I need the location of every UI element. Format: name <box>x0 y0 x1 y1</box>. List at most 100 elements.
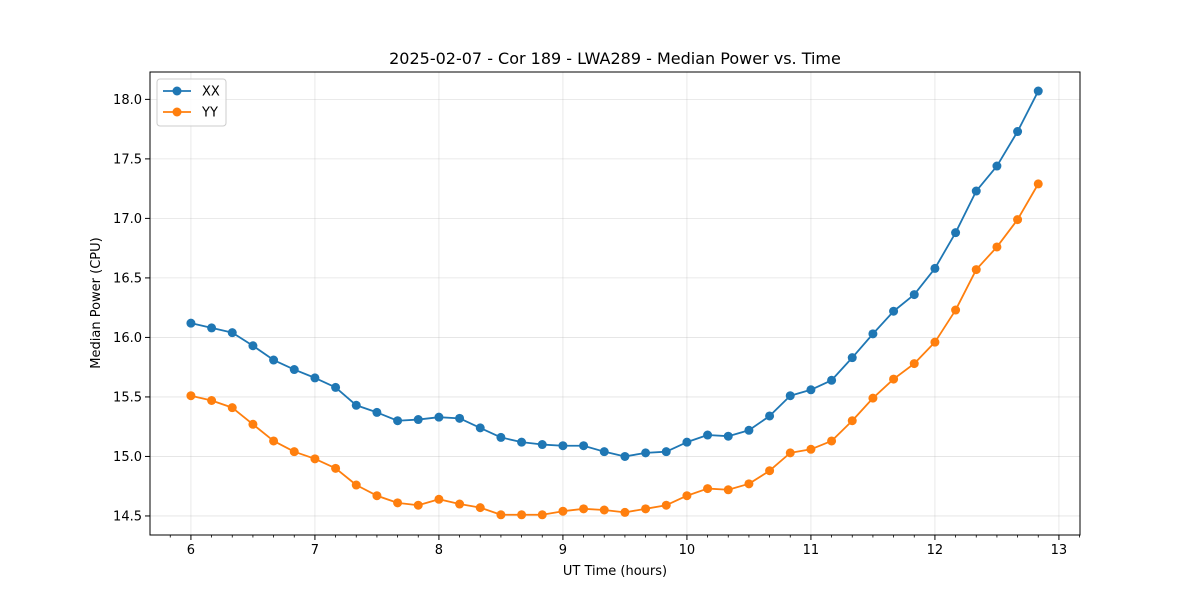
x-tick-label: 9 <box>559 543 567 558</box>
data-point-yy <box>331 463 341 473</box>
data-point-xx <box>641 448 651 458</box>
data-point-xx <box>971 186 981 196</box>
legend-label-xx: XX <box>202 85 220 100</box>
data-point-yy <box>889 374 899 384</box>
data-point-xx <box>289 365 299 375</box>
y-tick-label: 17.0 <box>113 212 142 227</box>
y-tick-label: 16.5 <box>113 271 142 286</box>
data-point-xx <box>496 432 506 442</box>
x-tick-label: 13 <box>1051 543 1068 558</box>
data-point-xx <box>992 161 1002 171</box>
plot-frame <box>149 71 1081 536</box>
legend-label-yy: YY <box>201 106 218 121</box>
legend-marker-yy <box>172 107 182 117</box>
data-point-yy <box>641 504 651 514</box>
data-point-xx <box>579 441 589 451</box>
data-point-xx <box>909 290 919 300</box>
data-point-xx <box>806 385 816 395</box>
x-tick-label: 7 <box>311 543 319 558</box>
y-tick-label: 14.5 <box>113 509 142 524</box>
data-point-xx <box>827 375 837 385</box>
data-point-xx <box>889 306 899 316</box>
data-point-xx <box>703 430 713 440</box>
data-point-yy <box>227 403 237 413</box>
data-point-yy <box>496 510 506 520</box>
data-point-yy <box>413 500 423 510</box>
x-tick-label: 6 <box>187 543 195 558</box>
data-point-yy <box>620 507 630 517</box>
data-point-yy <box>475 503 485 513</box>
data-point-yy <box>744 479 754 489</box>
data-point-xx <box>537 440 547 450</box>
data-point-yy <box>785 448 795 458</box>
data-point-xx <box>620 451 630 461</box>
data-point-yy <box>372 491 382 501</box>
x-tick-label: 11 <box>803 543 820 558</box>
data-point-yy <box>351 480 361 490</box>
data-point-yy <box>723 485 733 495</box>
data-point-yy <box>289 447 299 457</box>
data-point-yy <box>847 416 857 426</box>
data-point-yy <box>951 305 961 315</box>
data-point-xx <box>661 447 671 457</box>
data-point-xx <box>868 329 878 339</box>
y-tick-label: 16.0 <box>113 331 142 346</box>
data-point-yy <box>909 359 919 369</box>
data-point-yy <box>930 337 940 347</box>
data-point-yy <box>579 504 589 514</box>
data-point-yy <box>455 499 465 509</box>
data-point-xx <box>372 407 382 417</box>
axis-ticks: 6 7 8 9 10 11 12 13 14.5 15.0 15.5 16.0 16.5 17.0 17.5… <box>113 93 1080 558</box>
data-point-yy <box>558 506 568 516</box>
x-axis-label: UT Time (hours) <box>563 564 667 579</box>
data-point-xx <box>186 318 196 328</box>
series-layer <box>186 86 1043 520</box>
data-point-xx <box>785 391 795 401</box>
data-point-xx <box>331 382 341 392</box>
data-point-yy <box>248 419 258 429</box>
data-point-xx <box>765 411 775 421</box>
data-point-yy <box>1033 179 1043 189</box>
data-point-yy <box>434 494 444 504</box>
legend-marker-xx <box>172 86 182 96</box>
data-point-yy <box>1013 215 1023 225</box>
grid-lines <box>150 72 1080 535</box>
data-point-xx <box>930 263 940 273</box>
x-tick-label: 12 <box>927 543 944 558</box>
data-point-xx <box>413 415 423 425</box>
data-point-xx <box>393 416 403 426</box>
data-point-xx <box>517 437 527 447</box>
data-point-yy <box>599 505 609 515</box>
data-point-yy <box>269 436 279 446</box>
data-point-xx <box>455 413 465 423</box>
data-point-xx <box>227 328 237 338</box>
data-point-yy <box>310 454 320 464</box>
y-tick-label: 15.5 <box>113 390 142 405</box>
data-point-yy <box>517 510 527 520</box>
data-point-yy <box>703 484 713 494</box>
data-point-yy <box>868 393 878 403</box>
data-point-yy <box>207 396 217 406</box>
data-point-xx <box>269 355 279 365</box>
data-point-xx <box>475 423 485 433</box>
data-point-yy <box>393 498 403 508</box>
y-tick-label: 18.0 <box>113 93 142 108</box>
data-point-xx <box>599 447 609 457</box>
data-point-xx <box>1033 86 1043 96</box>
data-point-xx <box>434 412 444 422</box>
y-tick-label: 17.5 <box>113 152 142 167</box>
data-point-xx <box>723 431 733 441</box>
data-point-yy <box>186 391 196 401</box>
chart-title: 2025-02-07 - Cor 189 - LWA289 - Median P… <box>389 49 841 68</box>
data-point-xx <box>207 323 217 333</box>
data-point-xx <box>847 353 857 363</box>
data-point-yy <box>806 444 816 454</box>
data-point-xx <box>744 425 754 435</box>
data-point-xx <box>951 228 961 238</box>
y-tick-label: 15.0 <box>113 450 142 465</box>
data-point-xx <box>1013 127 1023 137</box>
x-tick-label: 8 <box>435 543 443 558</box>
data-point-yy <box>661 500 671 510</box>
data-point-yy <box>971 265 981 275</box>
